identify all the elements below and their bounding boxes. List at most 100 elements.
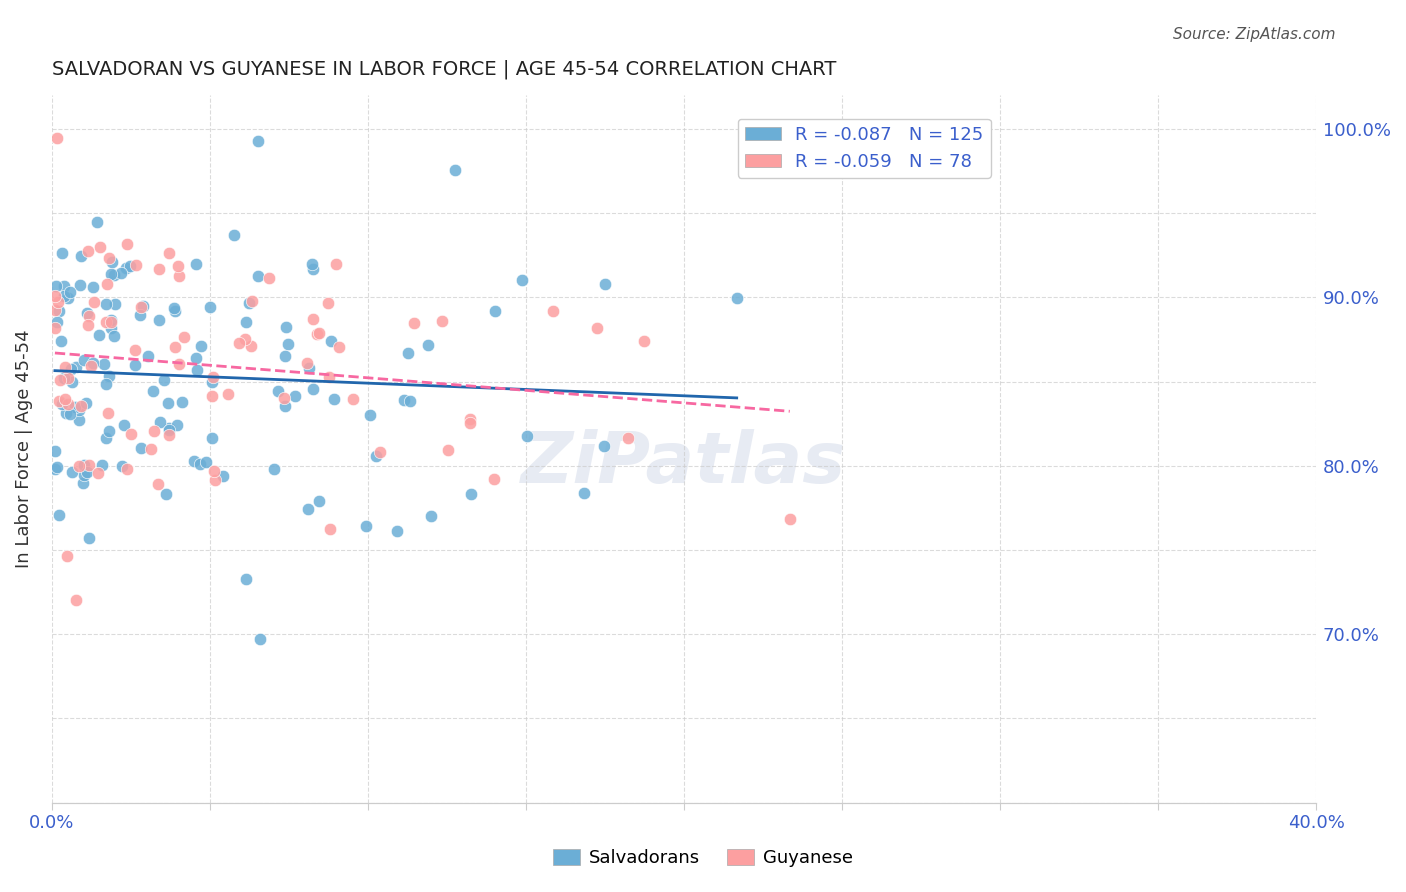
Salvadorans bbox=[52, 288, 75, 302]
Salvadorans bbox=[510, 273, 533, 287]
Salvadorans bbox=[201, 431, 224, 445]
Salvadorans bbox=[76, 306, 98, 320]
Salvadorans bbox=[51, 245, 73, 260]
Salvadorans bbox=[100, 267, 122, 281]
Salvadorans bbox=[118, 260, 141, 274]
Guyanese bbox=[131, 301, 153, 315]
Guyanese bbox=[157, 427, 180, 442]
Salvadorans bbox=[263, 462, 285, 476]
Guyanese bbox=[48, 294, 70, 309]
Salvadorans bbox=[238, 295, 260, 310]
Guyanese bbox=[305, 327, 328, 342]
Salvadorans bbox=[82, 279, 104, 293]
Guyanese bbox=[115, 462, 138, 476]
Guyanese bbox=[308, 326, 330, 340]
Guyanese bbox=[69, 399, 91, 413]
Salvadorans bbox=[183, 454, 205, 468]
Salvadorans bbox=[364, 449, 387, 463]
Salvadorans bbox=[60, 465, 83, 479]
Salvadorans bbox=[398, 394, 420, 409]
Salvadorans bbox=[55, 405, 77, 419]
Salvadorans bbox=[186, 363, 208, 377]
Guyanese bbox=[77, 318, 100, 332]
Salvadorans bbox=[157, 423, 180, 437]
Salvadorans bbox=[86, 215, 108, 229]
Salvadorans bbox=[124, 358, 146, 372]
Salvadorans bbox=[73, 352, 96, 367]
Guyanese bbox=[120, 426, 142, 441]
Salvadorans bbox=[155, 487, 177, 501]
Salvadorans bbox=[574, 486, 596, 500]
Guyanese bbox=[148, 261, 170, 276]
Salvadorans bbox=[56, 291, 79, 305]
Salvadorans bbox=[416, 338, 439, 352]
Legend: R = -0.087   N = 125, R = -0.059   N = 78: R = -0.087 N = 125, R = -0.059 N = 78 bbox=[738, 119, 991, 178]
Guyanese bbox=[98, 251, 121, 265]
Guyanese bbox=[80, 359, 103, 373]
Text: SALVADORAN VS GUYANESE IN LABOR FORCE | AGE 45-54 CORRELATION CHART: SALVADORAN VS GUYANESE IN LABOR FORCE | … bbox=[52, 60, 837, 79]
Guyanese bbox=[240, 293, 263, 308]
Salvadorans bbox=[188, 457, 211, 471]
Guyanese bbox=[124, 343, 146, 357]
Guyanese bbox=[44, 289, 66, 303]
Salvadorans bbox=[94, 297, 117, 311]
Salvadorans bbox=[96, 431, 118, 445]
Y-axis label: In Labor Force | Age 45-54: In Labor Force | Age 45-54 bbox=[15, 330, 32, 568]
Salvadorans bbox=[72, 475, 94, 490]
Salvadorans bbox=[190, 339, 212, 353]
Guyanese bbox=[228, 335, 250, 350]
Salvadorans bbox=[59, 408, 82, 422]
Guyanese bbox=[167, 357, 190, 371]
Salvadorans bbox=[98, 368, 121, 383]
Guyanese bbox=[165, 340, 187, 354]
Salvadorans bbox=[302, 383, 325, 397]
Guyanese bbox=[617, 431, 640, 445]
Salvadorans bbox=[67, 413, 90, 427]
Guyanese bbox=[48, 373, 70, 387]
Salvadorans bbox=[51, 397, 73, 411]
Guyanese bbox=[217, 387, 239, 401]
Salvadorans bbox=[48, 304, 70, 318]
Salvadorans bbox=[73, 468, 96, 483]
Guyanese bbox=[79, 458, 101, 473]
Guyanese bbox=[586, 320, 609, 334]
Salvadorans bbox=[100, 312, 122, 326]
Salvadorans bbox=[201, 375, 224, 389]
Guyanese bbox=[432, 314, 454, 328]
Salvadorans bbox=[93, 357, 115, 371]
Guyanese bbox=[328, 340, 350, 354]
Salvadorans bbox=[163, 301, 186, 316]
Guyanese bbox=[96, 315, 118, 329]
Guyanese bbox=[316, 296, 339, 310]
Salvadorans bbox=[65, 359, 87, 374]
Salvadorans bbox=[212, 469, 235, 483]
Salvadorans bbox=[420, 509, 443, 524]
Salvadorans bbox=[149, 415, 172, 429]
Salvadorans bbox=[136, 349, 159, 363]
Guyanese bbox=[318, 370, 340, 384]
Salvadorans bbox=[153, 373, 176, 387]
Guyanese bbox=[779, 512, 801, 526]
Salvadorans bbox=[67, 403, 90, 417]
Salvadorans bbox=[90, 458, 112, 472]
Salvadorans bbox=[53, 278, 76, 293]
Guyanese bbox=[342, 392, 364, 406]
Salvadorans bbox=[484, 303, 506, 318]
Salvadorans bbox=[69, 277, 91, 292]
Guyanese bbox=[87, 466, 110, 480]
Salvadorans bbox=[104, 297, 127, 311]
Guyanese bbox=[633, 334, 655, 348]
Guyanese bbox=[319, 523, 342, 537]
Salvadorans bbox=[87, 328, 110, 343]
Salvadorans bbox=[79, 531, 101, 545]
Salvadorans bbox=[45, 278, 67, 293]
Salvadorans bbox=[101, 255, 124, 269]
Salvadorans bbox=[60, 362, 83, 376]
Salvadorans bbox=[235, 315, 257, 329]
Salvadorans bbox=[184, 351, 207, 365]
Salvadorans bbox=[103, 328, 125, 343]
Salvadorans bbox=[323, 392, 346, 407]
Salvadorans bbox=[297, 501, 319, 516]
Salvadorans bbox=[157, 421, 180, 435]
Guyanese bbox=[56, 370, 79, 384]
